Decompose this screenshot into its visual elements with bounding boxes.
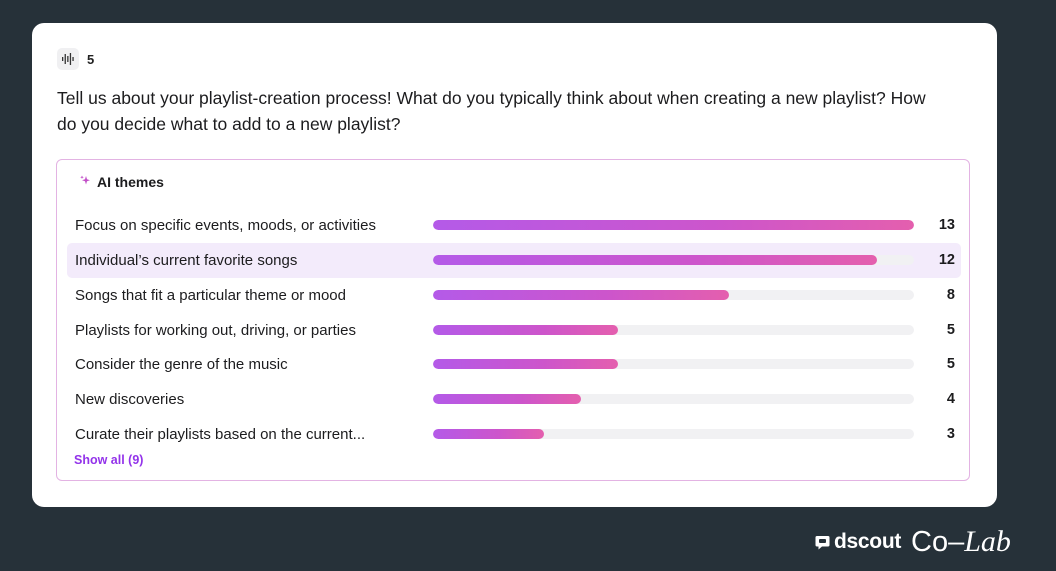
brand-dscout: dscout [834, 530, 902, 553]
question-number-row: 5 [57, 48, 94, 70]
theme-bar-track [433, 325, 914, 335]
theme-bar-fill [433, 359, 619, 369]
theme-label: Consider the genre of the music [75, 356, 288, 373]
theme-row[interactable]: Playlists for working out, driving, or p… [67, 313, 961, 348]
theme-row[interactable]: Focus on specific events, moods, or acti… [67, 208, 961, 243]
sparkle-icon [80, 175, 91, 189]
theme-bar-fill [433, 429, 545, 439]
brand-lab: Lab [964, 525, 1011, 558]
theme-bar-track [433, 255, 914, 265]
brand-co: Co– [911, 525, 965, 558]
ai-themes-panel: AI themes Focus on specific events, mood… [56, 159, 970, 481]
theme-count: 4 [946, 391, 955, 407]
theme-label: Playlists for working out, driving, or p… [75, 322, 356, 339]
theme-bar-track [433, 394, 914, 404]
theme-bar-fill [433, 255, 877, 265]
theme-row[interactable]: Songs that fit a particular theme or moo… [67, 278, 961, 313]
theme-count: 3 [946, 426, 955, 442]
theme-bar-track [433, 359, 914, 369]
question-number: 5 [87, 51, 95, 67]
theme-row[interactable]: Consider the genre of the music 5 [67, 347, 961, 382]
theme-bar-fill [433, 290, 729, 300]
brand-logo: dscout Co– Lab [815, 525, 1011, 559]
theme-count: 5 [946, 356, 955, 372]
ai-themes-title: AI themes [97, 174, 164, 190]
theme-count: 13 [938, 217, 955, 233]
theme-bar-track [433, 220, 914, 230]
theme-count: 5 [946, 322, 955, 338]
theme-label: Individual’s current favorite songs [75, 252, 298, 269]
theme-row[interactable]: Individual’s current favorite songs 12 [67, 243, 961, 278]
theme-bar-track [433, 429, 914, 439]
ai-themes-header: AI themes [80, 174, 164, 190]
theme-label: New discoveries [75, 391, 185, 408]
theme-bar-fill [433, 220, 914, 230]
theme-bar-fill [433, 325, 619, 335]
theme-label: Curate their playlists based on the curr… [75, 426, 366, 443]
theme-count: 12 [938, 252, 955, 268]
theme-row[interactable]: New discoveries 4 [67, 382, 961, 417]
question-card: 5 Tell us about your playlist-creation p… [32, 23, 997, 507]
theme-count: 8 [946, 287, 955, 303]
audio-waveform-icon [57, 48, 79, 70]
theme-row[interactable]: Curate their playlists based on the curr… [67, 417, 961, 452]
theme-bar-fill [433, 394, 582, 404]
theme-label: Focus on specific events, moods, or acti… [75, 217, 376, 234]
chat-bubble-icon [815, 535, 830, 550]
question-text: Tell us about your playlist-creation pro… [57, 88, 926, 134]
show-all-link[interactable]: Show all (9) [74, 453, 144, 467]
theme-bar-track [433, 290, 914, 300]
theme-label: Songs that fit a particular theme or moo… [75, 287, 346, 304]
